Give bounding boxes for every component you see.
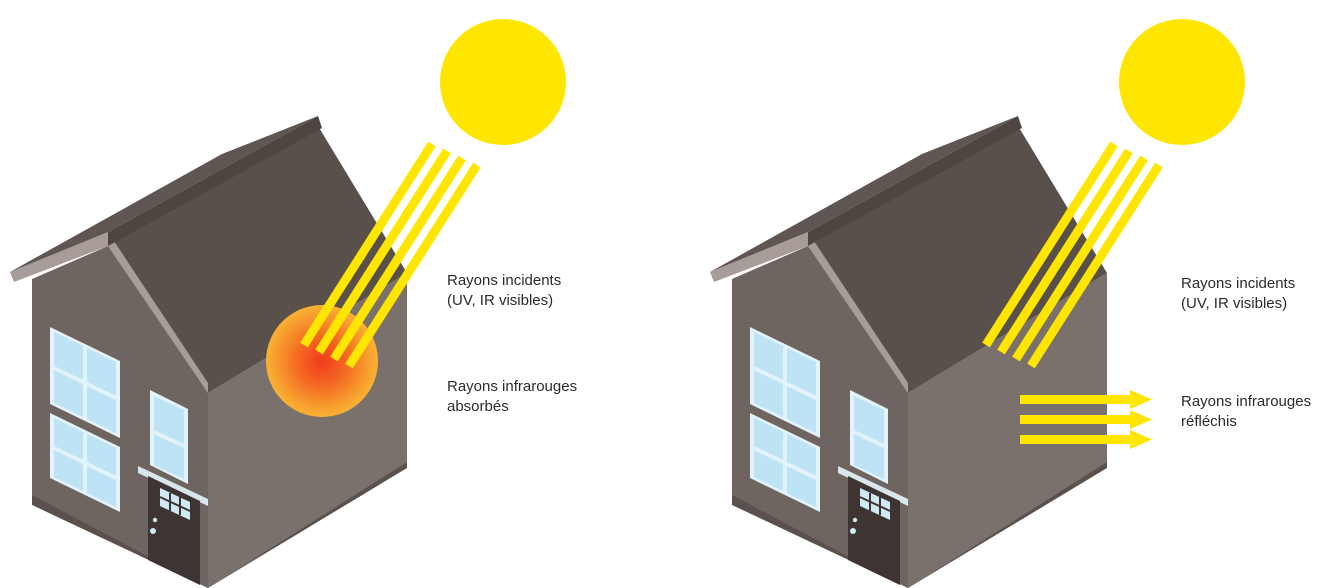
incident-rays-left — [300, 141, 481, 369]
panel-reflecting — [708, 19, 1245, 588]
reflected-arrow-3 — [1020, 430, 1152, 449]
label-line: réfléchis — [1181, 413, 1237, 430]
reflected-rays-arrows — [1020, 390, 1152, 449]
sun-icon-right — [1119, 19, 1245, 145]
panel-absorbing — [8, 19, 566, 588]
house-right — [708, 114, 1109, 588]
reflected-arrow-2 — [1020, 410, 1152, 429]
sun-icon-left — [440, 19, 566, 145]
label-line: Rayons incidents — [447, 272, 562, 289]
reflected-arrow-1 — [1020, 390, 1152, 409]
label-line: (UV, IR visibles) — [1181, 295, 1288, 312]
label-infrared-absorbed: Rayons infrarouges absorbés — [447, 377, 577, 417]
label-line: absorbés — [447, 398, 509, 415]
label-infrared-reflected: Rayons infrarouges réfléchis — [1181, 392, 1311, 432]
label-incident-rays-right: Rayons incidents (UV, IR visibles) — [1181, 274, 1295, 314]
incident-rays-right — [982, 141, 1163, 369]
label-line: Rayons infrarouges — [447, 378, 578, 395]
label-incident-rays-left: Rayons incidents (UV, IR visibles) — [447, 271, 561, 311]
label-line: (UV, IR visibles) — [447, 292, 554, 309]
label-line: Rayons infrarouges — [1181, 393, 1312, 410]
label-line: Rayons incidents — [1181, 275, 1296, 292]
